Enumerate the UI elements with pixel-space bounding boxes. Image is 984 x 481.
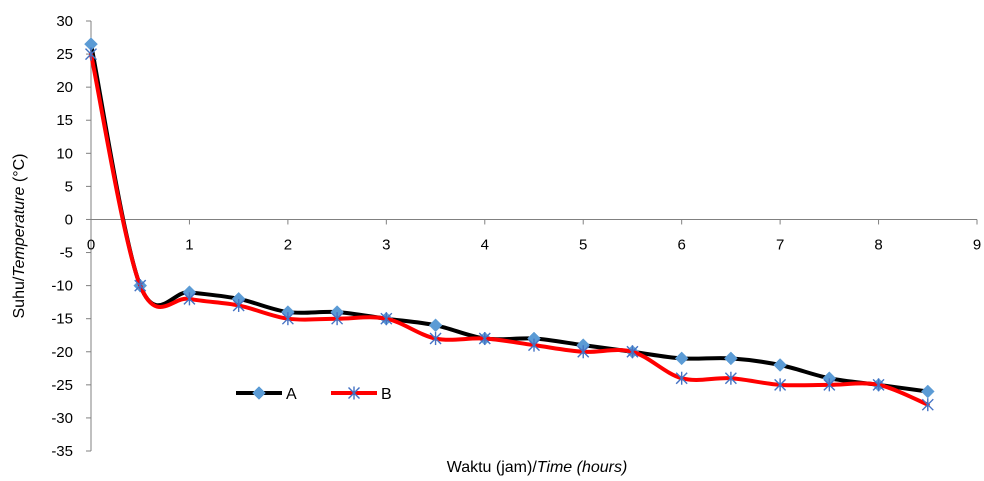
- y-tick-label: -25: [51, 377, 73, 394]
- y-tick-label: -20: [51, 344, 73, 361]
- y-tick-label: -10: [51, 278, 73, 295]
- data-point-B: [331, 312, 344, 326]
- data-point-B: [478, 332, 491, 346]
- data-point-B: [281, 312, 294, 326]
- x-tick-label: 6: [677, 236, 685, 253]
- legend-swatch-marker: [348, 386, 360, 400]
- x-tick-label: 5: [579, 236, 587, 253]
- data-point-B: [577, 345, 590, 359]
- y-axis-title: Suhu/Temperature (°C): [11, 154, 28, 319]
- data-point-B: [724, 371, 737, 385]
- data-point-A: [773, 358, 787, 372]
- series-A: [84, 37, 935, 399]
- data-point-B: [872, 378, 885, 392]
- y-tick-label: -30: [51, 410, 73, 427]
- y-axis-title-plain: Suhu/: [11, 276, 28, 318]
- x-tick-label: 4: [481, 236, 489, 253]
- x-tick-label: 8: [874, 236, 882, 253]
- y-tick-label: 30: [56, 13, 73, 30]
- data-point-A: [920, 384, 935, 399]
- x-tick-label: 2: [284, 236, 292, 253]
- data-point-A: [674, 351, 689, 366]
- data-point-B: [85, 47, 97, 61]
- data-point-B: [675, 371, 688, 385]
- data-point-B: [774, 378, 787, 392]
- data-point-B: [429, 332, 442, 346]
- series-line-A: [89, 42, 930, 394]
- legend-label: B: [381, 386, 392, 403]
- x-axis-title: Waktu (jam)/Time (hours): [447, 459, 628, 476]
- data-point-B: [626, 345, 639, 359]
- series-line-B: [89, 52, 930, 407]
- x-tick-label: 0: [87, 236, 95, 253]
- data-point-B: [134, 279, 147, 293]
- data-point-B: [528, 338, 540, 352]
- series-layer: [84, 37, 935, 412]
- y-axis-title-italic: Temperature: [11, 186, 28, 276]
- data-point-A: [428, 318, 443, 333]
- series-B: [85, 47, 934, 412]
- legend-label: A: [286, 386, 297, 403]
- y-tick-label: -5: [60, 245, 73, 262]
- data-point-B: [183, 292, 196, 306]
- data-point-B: [921, 398, 934, 412]
- legend-swatch-marker: [252, 386, 266, 400]
- y-tick-label: 15: [56, 112, 73, 129]
- data-point-B: [380, 312, 393, 326]
- legend-item-B: B: [331, 386, 392, 403]
- axes: 30 25 20 15 10 5 0 -5 -10 -15 -20 -25 -30 -35 0 1 2 3 4 5 6 7…: [51, 13, 981, 460]
- data-point-B: [232, 298, 245, 312]
- x-tick-label: 7: [776, 236, 784, 253]
- x-axis-title-plain: Waktu (jam)/: [447, 459, 538, 476]
- y-tick-label: 5: [65, 178, 73, 195]
- y-tick-label: 0: [65, 211, 73, 228]
- x-tick-label: 3: [382, 236, 390, 253]
- legend-item-A: A: [236, 386, 297, 403]
- x-axis-title-italic: Time (hours): [537, 459, 628, 476]
- x-tick-label: 1: [185, 236, 193, 253]
- x-tick-label: 9: [973, 236, 981, 253]
- y-tick-label: 25: [56, 46, 73, 63]
- y-tick-label: 20: [56, 79, 73, 96]
- data-point-A: [724, 351, 738, 366]
- data-point-B: [823, 378, 836, 392]
- y-tick-label: 10: [56, 145, 73, 162]
- y-axis-title-unit: (°C): [11, 154, 28, 187]
- y-tick-label: -35: [51, 443, 73, 460]
- y-tick-label: -15: [51, 311, 73, 328]
